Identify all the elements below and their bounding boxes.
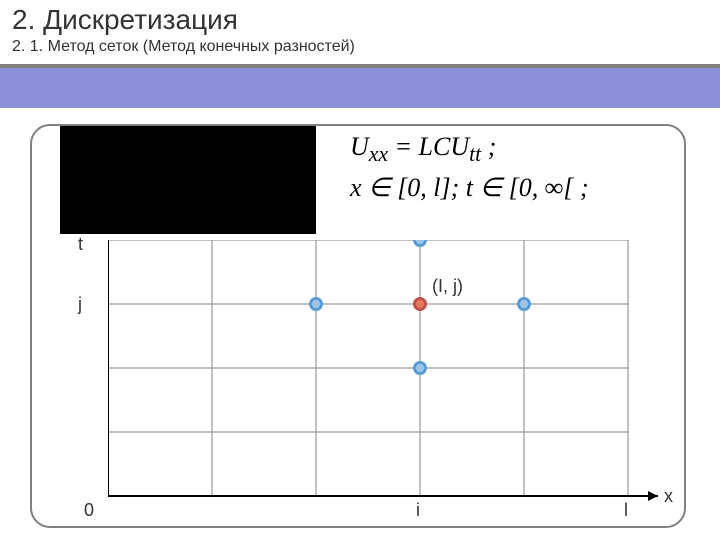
slide-subtitle: 2. 1. Метод сеток (Метод конечных разнос… bbox=[12, 38, 708, 56]
equation-block: Uxx = LCUtt ; x ∈ [0, l]; t ∈ [0, ∞[ ; bbox=[350, 132, 589, 203]
axis-label-t: t bbox=[78, 234, 83, 255]
slide-header: 2. Дискретизация 2. 1. Метод сеток (Мето… bbox=[0, 0, 720, 68]
axis-label-l: l bbox=[624, 500, 628, 521]
accent-band bbox=[0, 68, 720, 108]
axis-label-i: i bbox=[416, 500, 420, 521]
grid-diagram bbox=[108, 240, 678, 526]
equation-line-1: Uxx = LCUtt ; bbox=[350, 132, 589, 167]
axis-label-0: 0 bbox=[84, 500, 94, 521]
slide-title: 2. Дискретизация bbox=[12, 4, 708, 36]
equation-line-2: x ∈ [0, l]; t ∈ [0, ∞[ ; bbox=[350, 173, 589, 203]
black-rectangle bbox=[60, 126, 316, 234]
axis-label-j: j bbox=[78, 294, 82, 315]
node-label: (I, j) bbox=[432, 276, 463, 297]
axis-label-x: x bbox=[664, 486, 673, 507]
